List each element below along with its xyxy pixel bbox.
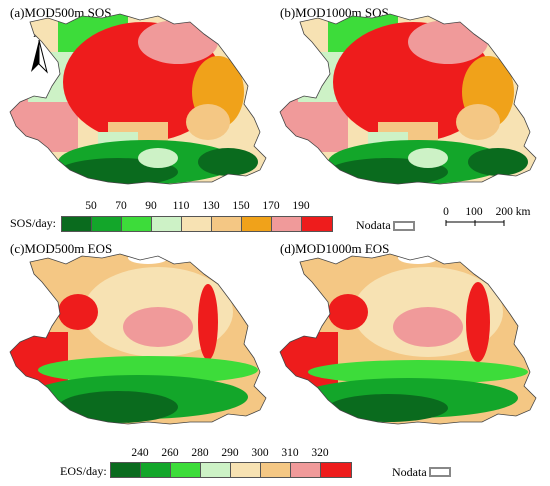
panel-c-title: (c)MOD500m EOS: [10, 241, 113, 256]
map-panel-c: [9, 253, 267, 425]
eos-legend-label: EOS/day:: [60, 464, 107, 478]
sos-tick: 190: [292, 200, 310, 212]
eos-swatch: [201, 463, 231, 477]
map-panel-b: [279, 13, 537, 185]
sos-swatch: [152, 217, 182, 231]
sos-swatch: [62, 217, 92, 231]
sos-swatch: [122, 217, 152, 231]
eos-swatch: [231, 463, 261, 477]
eos-swatch: [111, 463, 141, 477]
map-panel-a: [9, 13, 267, 185]
nodata-swatch-bottom: [429, 467, 451, 477]
eos-tick: 290: [221, 447, 239, 459]
eos-swatch: [321, 463, 351, 477]
sos-tick: 110: [172, 200, 190, 212]
sos-tick: 70: [115, 200, 127, 212]
sos-swatch: [272, 217, 302, 231]
sos-swatch: [302, 217, 332, 231]
sos-swatch: [92, 217, 122, 231]
eos-tick: 310: [281, 447, 299, 459]
scale-tick: 200 km: [495, 206, 531, 218]
sos-legend-label: SOS/day:: [10, 216, 57, 230]
scale-bar: 0 100 200 km: [0, 206, 550, 234]
eos-tick: 320: [311, 447, 329, 459]
eos-tick: 240: [131, 447, 149, 459]
scale-tick: 100: [465, 206, 483, 218]
nodata-label-bottom: Nodata: [392, 465, 427, 479]
sos-swatch: [242, 217, 272, 231]
eos-tick: 300: [251, 447, 269, 459]
sos-tick: 150: [232, 200, 250, 212]
eos-swatch: [291, 463, 321, 477]
eos-tick: 260: [161, 447, 179, 459]
sos-tick: 90: [145, 200, 157, 212]
sos-tick: 130: [202, 200, 220, 212]
eos-tick: 280: [191, 447, 209, 459]
panel-d-title: (d)MOD1000m EOS: [280, 241, 390, 256]
eos-swatch: [261, 463, 291, 477]
eos-color-bar: [110, 462, 352, 478]
sos-swatch: [212, 217, 242, 231]
eos-swatch: [141, 463, 171, 477]
eos-swatch: [171, 463, 201, 477]
sos-swatch: [182, 217, 212, 231]
sos-tick: 50: [85, 200, 97, 212]
panel-b-title: (b)MOD1000m SOS: [280, 5, 389, 20]
sos-tick: 170: [262, 200, 280, 212]
map-panel-d: [279, 253, 537, 425]
scale-tick: 0: [443, 206, 449, 218]
nodata-swatch-top: [393, 221, 415, 231]
sos-color-bar: [61, 216, 333, 232]
nodata-label-top: Nodata: [356, 218, 391, 232]
